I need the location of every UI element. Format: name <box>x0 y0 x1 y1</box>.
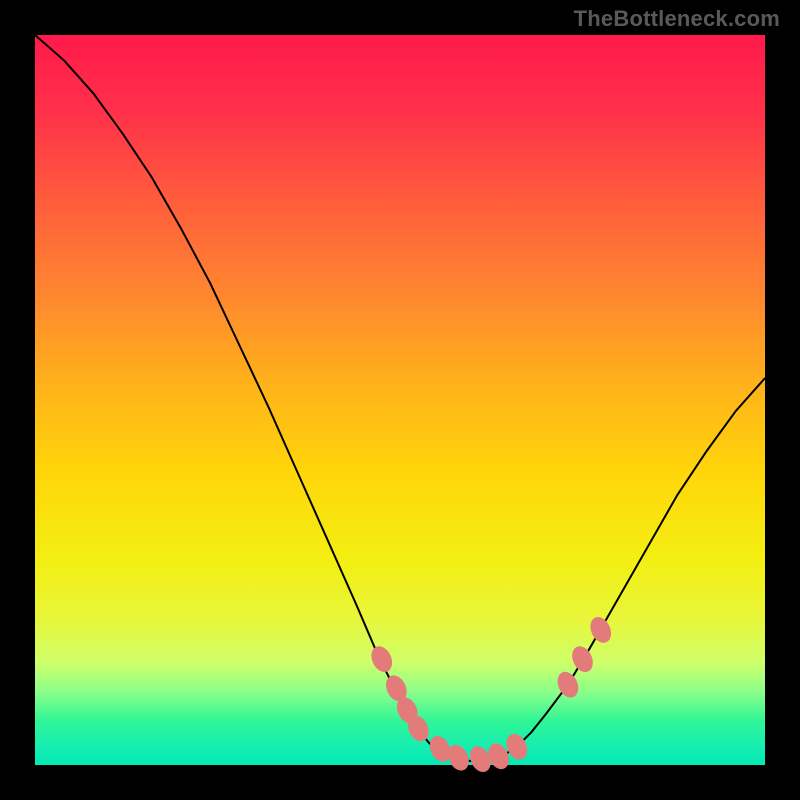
chart-container: TheBottleneck.com <box>0 0 800 800</box>
watermark-text: TheBottleneck.com <box>574 6 780 32</box>
bottleneck-chart <box>0 0 800 800</box>
plot-background <box>35 35 765 765</box>
